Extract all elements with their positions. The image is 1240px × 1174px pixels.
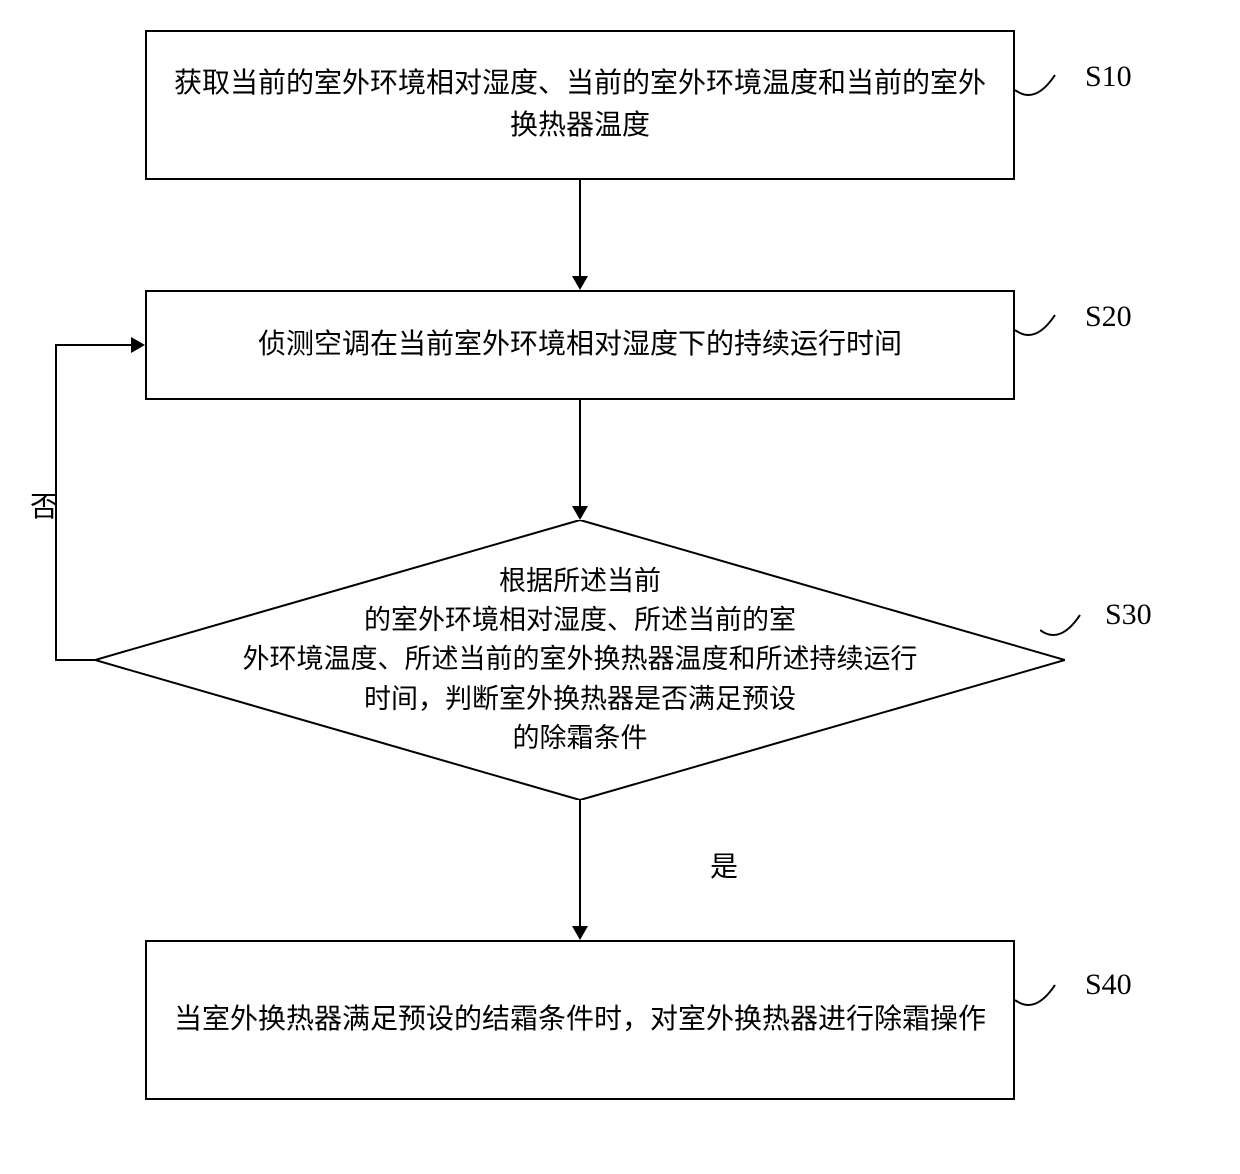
edge-label-no: 否 <box>30 485 58 525</box>
step-label-s10: S10 <box>1085 60 1132 94</box>
label-connector-s40 <box>1015 980 1075 1020</box>
no-loop-hline2 <box>55 344 131 346</box>
no-loop-hline1 <box>55 659 95 661</box>
arrow-s10-s20-line <box>579 180 581 276</box>
step-label-s20: S20 <box>1085 300 1132 334</box>
edge-label-yes: 是 <box>710 845 738 885</box>
process-box-s20: 侦测空调在当前室外环境相对湿度下的持续运行时间 <box>145 290 1015 400</box>
step-label-s30: S30 <box>1105 598 1152 632</box>
decision-diamond-s30: 根据所述当前 的室外环境相对湿度、所述当前的室 外环境温度、所述当前的室外换热器… <box>95 520 1065 800</box>
process-text-s40: 当室外换热器满足预设的结霜条件时，对室外换热器进行除霜操作 <box>154 999 1006 1041</box>
process-text-s10: 获取当前的室外环境相对湿度、当前的室外环境温度和当前的室外换热器温度 <box>147 63 1013 147</box>
process-box-s40: 当室外换热器满足预设的结霜条件时，对室外换热器进行除霜操作 <box>145 940 1015 1100</box>
decision-text-s30: 根据所述当前 的室外环境相对湿度、所述当前的室 外环境温度、所述当前的室外换热器… <box>243 562 918 758</box>
label-connector-s30 <box>1040 610 1100 650</box>
arrow-s20-s30-head <box>572 506 588 520</box>
step-label-s40: S40 <box>1085 968 1132 1002</box>
arrow-s10-s20-head <box>572 276 588 290</box>
arrow-s30-s40-line <box>579 800 581 926</box>
process-text-s20: 侦测空调在当前室外环境相对湿度下的持续运行时间 <box>238 324 922 366</box>
no-loop-arrowhead <box>131 337 145 353</box>
process-box-s10: 获取当前的室外环境相对湿度、当前的室外环境温度和当前的室外换热器温度 <box>145 30 1015 180</box>
label-connector-s20 <box>1015 310 1075 350</box>
arrow-s20-s30-line <box>579 400 581 506</box>
arrow-s30-s40-head <box>572 926 588 940</box>
decision-text-wrap-s30: 根据所述当前 的室外环境相对湿度、所述当前的室 外环境温度、所述当前的室外换热器… <box>95 520 1065 800</box>
label-connector-s10 <box>1015 70 1075 110</box>
